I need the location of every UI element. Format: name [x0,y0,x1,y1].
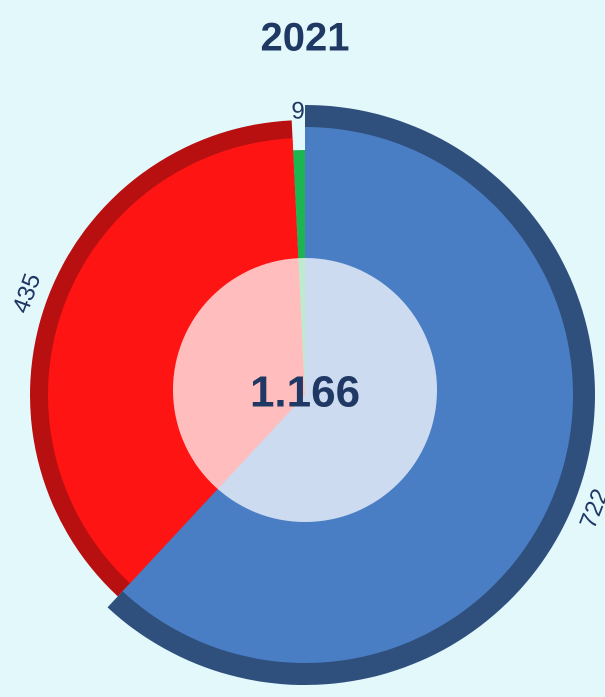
data-label: 9 [291,97,305,124]
chart-title: 2021 [261,16,350,60]
center-label: 1.166 [250,368,360,417]
center-circle [173,258,437,522]
